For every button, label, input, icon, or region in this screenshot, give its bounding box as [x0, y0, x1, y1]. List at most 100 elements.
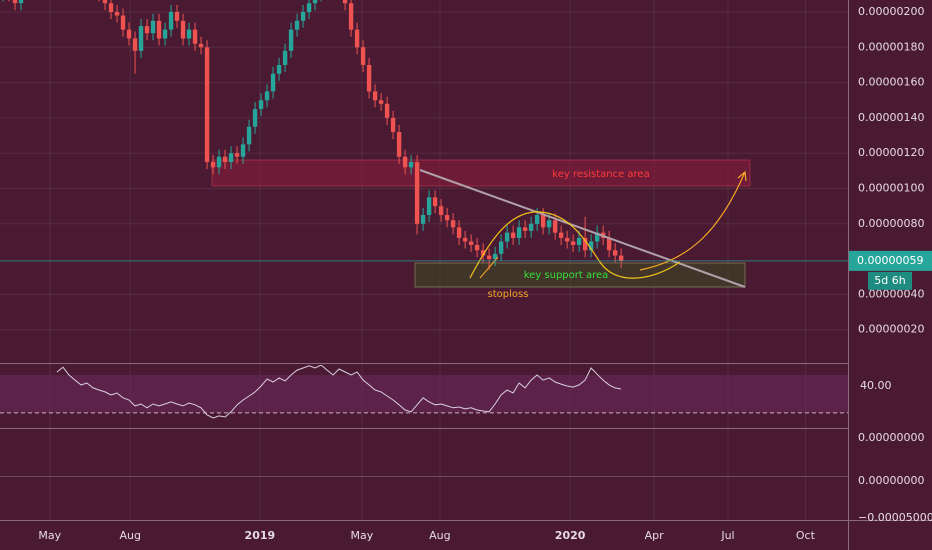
x-tick-label: Jul — [720, 529, 734, 542]
candle-body — [420, 214, 426, 224]
candle-body — [246, 126, 252, 145]
candle-body — [378, 100, 384, 104]
axes: 0.00000200 0.00000180 0.00000160 0.00000140… — [0, 5, 932, 542]
x-tick-label: May — [351, 529, 374, 542]
candle-body — [606, 237, 612, 251]
candle-body — [216, 156, 222, 168]
candle-body — [306, 3, 312, 13]
candle-body — [564, 237, 570, 242]
candle-body — [504, 232, 510, 242]
candle-body — [594, 232, 600, 242]
candle-body — [426, 197, 432, 215]
candle-body — [462, 237, 468, 242]
candle-body — [474, 244, 480, 251]
candle-body — [456, 227, 462, 238]
y-tick-label: 0.00000200 — [858, 5, 924, 18]
cup-curve — [469, 211, 681, 279]
candle-body — [558, 232, 564, 238]
trend-line — [419, 169, 746, 288]
candle-body — [18, 0, 24, 4]
candle-body — [618, 255, 624, 261]
candle-body — [468, 241, 474, 245]
candle-body — [144, 26, 150, 34]
candle-body — [498, 241, 504, 254]
candle-body — [540, 214, 546, 228]
candle-body — [576, 237, 582, 245]
y-tick-label: 0.00000020 — [858, 323, 924, 336]
candle-body — [612, 250, 618, 256]
pane3-label: 0.00000000 — [858, 474, 924, 487]
support-label: key support area — [524, 270, 609, 281]
y-tick-label: 0.00000080 — [858, 217, 924, 230]
candle-body — [162, 29, 168, 39]
last-price-box — [849, 250, 932, 271]
candle-body — [486, 255, 492, 260]
countdown-box — [868, 271, 912, 290]
y-tick-label: 0.00000040 — [858, 287, 924, 300]
last-price-label: 0.00000059 — [857, 254, 923, 267]
x-tick-label: 2020 — [555, 529, 586, 542]
candle-body — [234, 153, 240, 157]
candle-body — [276, 64, 282, 74]
candle-body — [354, 29, 360, 48]
candle-body — [102, 0, 108, 4]
candle-body — [402, 156, 408, 168]
candle-body — [168, 12, 174, 30]
candle-body — [534, 214, 540, 224]
candle-body — [366, 64, 372, 92]
candle-body — [198, 43, 204, 48]
candle-body — [138, 26, 144, 51]
candle-body — [108, 3, 114, 13]
pane3-label: −0.00005000 — [858, 511, 932, 524]
x-tick-label: Oct — [796, 529, 816, 542]
candle-body — [552, 220, 558, 233]
candle-body — [510, 232, 516, 238]
candle-body — [570, 241, 576, 245]
candle-body — [132, 38, 138, 51]
candle-body — [252, 109, 258, 127]
candle-body — [480, 250, 486, 256]
x-tick-label: Aug — [119, 529, 140, 542]
projection-arrow — [639, 170, 747, 271]
rsi-band — [0, 375, 848, 413]
candle-body — [492, 253, 498, 260]
candle-body — [12, 0, 18, 4]
candle-body — [114, 12, 120, 16]
y-tick-label: 0.00000120 — [858, 146, 924, 159]
candle-body — [156, 20, 162, 39]
candle-body — [294, 20, 300, 30]
y-tick-label: 0.00000180 — [858, 40, 924, 53]
countdown-label: 5d 6h — [874, 274, 905, 287]
stoploss-label: stoploss — [488, 289, 529, 300]
candle-body — [270, 73, 276, 92]
x-tick-label: Aug — [429, 529, 450, 542]
candle-body — [348, 3, 354, 30]
candle-body — [432, 197, 438, 207]
candle-body — [312, 0, 318, 4]
candle-body — [342, 0, 348, 4]
candle-body — [228, 153, 234, 163]
candle-body — [288, 29, 294, 51]
candle-body — [546, 220, 552, 228]
candle-body — [204, 47, 210, 163]
rsi-pane — [0, 365, 848, 419]
candle-body — [174, 12, 180, 21]
candle-body — [444, 214, 450, 221]
resistance-zone — [211, 159, 751, 187]
candle-body — [522, 227, 528, 231]
candle-body — [384, 103, 390, 118]
candle-body — [120, 15, 126, 30]
candle-body — [360, 47, 366, 65]
candle-body — [258, 100, 264, 110]
y-tick-label: 0.00000160 — [858, 76, 924, 89]
candle-body — [450, 220, 456, 228]
y-tick-label: 0.00000100 — [858, 182, 924, 195]
candle-body — [180, 20, 186, 39]
candle-body — [186, 29, 192, 39]
candle-body — [300, 12, 306, 21]
candle-body — [414, 162, 420, 224]
candle-body — [408, 162, 414, 168]
candle-body — [390, 117, 396, 133]
